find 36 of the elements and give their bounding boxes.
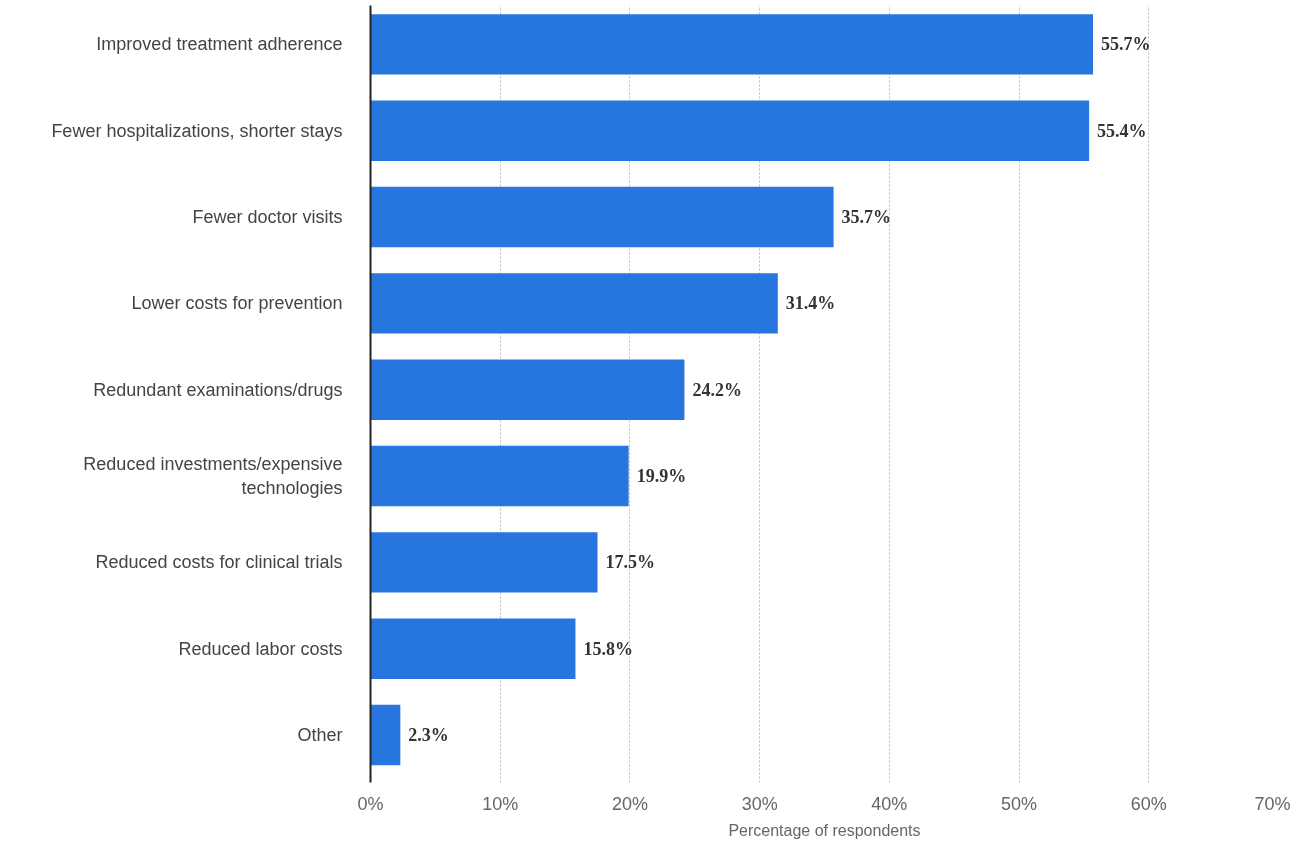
bar xyxy=(370,532,598,593)
y-tick-label: Reduced labor costs xyxy=(178,638,343,659)
data-label: 24.2% xyxy=(692,379,742,400)
bar xyxy=(370,359,685,420)
bar xyxy=(370,186,834,248)
y-tick-label: Redundant examinations/drugs xyxy=(93,379,343,400)
bar xyxy=(370,14,1094,75)
x-tick-label: 20% xyxy=(611,793,648,814)
x-tick-label: 50% xyxy=(1001,793,1038,814)
data-label: 17.5% xyxy=(605,552,655,573)
data-label: 19.9% xyxy=(636,466,687,487)
x-tick-label: 40% xyxy=(871,793,908,814)
data-label: 2.3% xyxy=(408,725,449,746)
data-label: 55.4% xyxy=(1097,120,1147,141)
y-tick-label: Other xyxy=(297,725,343,746)
y-tick-label: Fewer hospitalizations, shorter stays xyxy=(51,120,343,141)
bar xyxy=(370,273,778,334)
x-tick-label: 10% xyxy=(482,793,519,814)
y-tick-label: Reduced costs for clinical trials xyxy=(95,552,343,573)
y-tick-label: Lower costs for prevention xyxy=(131,293,343,314)
y-tick-label: Reduced investments/expensive technologies xyxy=(83,454,343,499)
data-label: 15.8% xyxy=(583,638,633,659)
bar xyxy=(370,445,629,507)
x-tick-label: 70% xyxy=(1254,793,1290,814)
y-tick-label: Fewer doctor visits xyxy=(192,207,343,228)
y-tick-label: Improved treatment adherence xyxy=(96,34,343,55)
bar xyxy=(370,100,1090,161)
data-label: 55.7% xyxy=(1101,34,1151,55)
bar xyxy=(370,618,576,679)
x-axis-title: Percentage of respondents xyxy=(728,821,921,839)
x-tick-label: 30% xyxy=(741,793,778,814)
bar xyxy=(370,704,401,766)
x-tick-label: 0% xyxy=(357,793,384,814)
data-label: 31.4% xyxy=(785,293,836,314)
data-label: 35.7% xyxy=(841,207,892,228)
x-tick-label: 60% xyxy=(1130,793,1167,814)
